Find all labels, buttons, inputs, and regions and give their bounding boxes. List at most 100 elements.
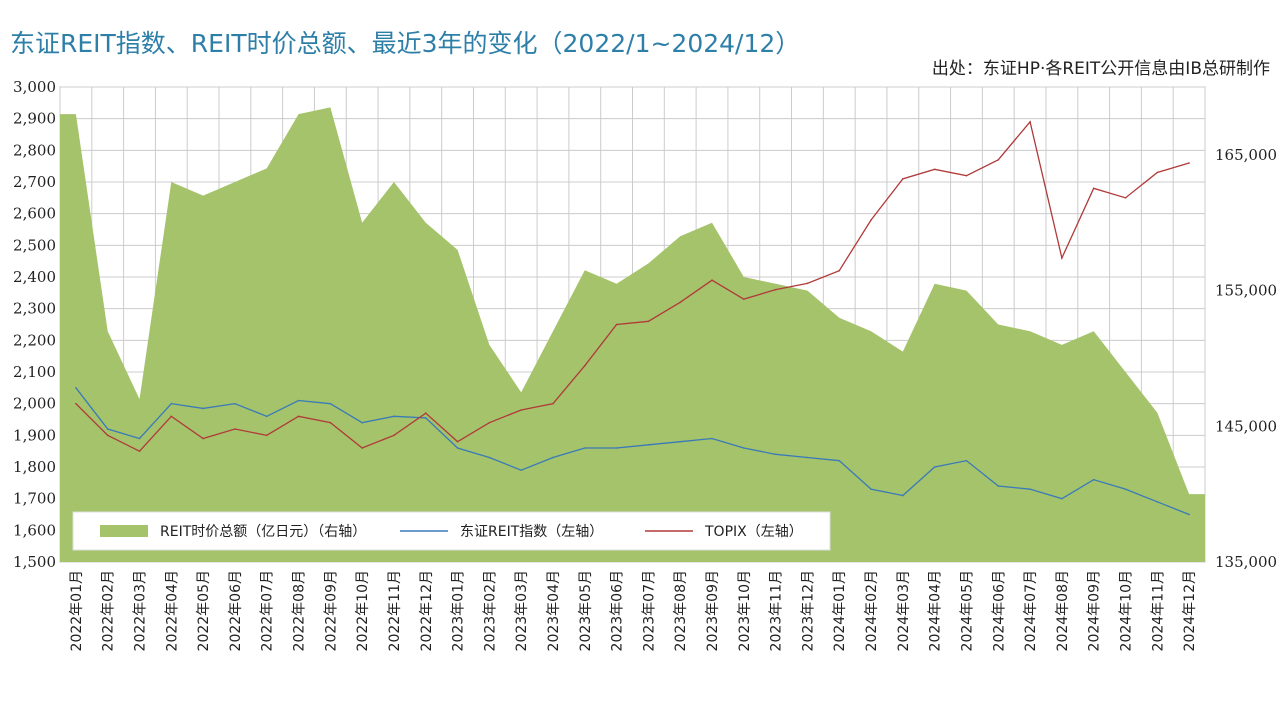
topix-line-point — [743, 298, 745, 300]
topix-line-point — [1061, 257, 1063, 259]
topix-line-point — [1156, 171, 1159, 174]
right-tick-label: 135,000 — [1215, 553, 1277, 571]
reit-index-line-point — [1092, 478, 1095, 481]
right-tick-label: 145,000 — [1215, 417, 1277, 435]
left-tick-label: 2,200 — [13, 331, 56, 349]
reit-index-line-point — [488, 456, 491, 459]
x-tick-label: 2023年05月 — [578, 570, 594, 651]
left-tick-label: 1,600 — [13, 521, 56, 539]
chart-title: 东证REIT指数、REIT时价总额、最近3年的变化（2022/1~2024/12… — [10, 29, 801, 58]
right-tick-label: 165,000 — [1215, 146, 1277, 164]
topix-line-point — [679, 301, 682, 304]
topix-line-point — [202, 437, 204, 440]
topix-line-point — [902, 178, 904, 180]
x-tick-label: 2023年06月 — [610, 570, 626, 651]
reit-index-line-point — [1124, 488, 1127, 490]
x-tick-label: 2023年12月 — [800, 570, 816, 651]
left-tick-label: 2,400 — [13, 268, 56, 286]
reit-index-line — [75, 387, 1190, 516]
reit-index-line-point — [138, 437, 141, 440]
reit-index-line-point — [711, 437, 713, 440]
topix-line-point — [361, 447, 363, 449]
x-tick-label: 2022年11月 — [387, 570, 403, 651]
legend-swatch-area — [100, 525, 148, 537]
left-tick-label: 1,900 — [13, 426, 56, 444]
left-axis-ticks: 1,500 1,600 1,700 1,800 1,900 2,000 2,100 2,200… — [13, 78, 56, 571]
reit-index-line-point — [75, 387, 77, 389]
topix-line-point — [234, 428, 236, 430]
topix-line-point — [711, 279, 713, 281]
legend: REIT时价总额（亿日元）（右轴） 东证REIT指数（左轴） TOPIX（左轴） — [72, 511, 831, 551]
x-tick-label: 2023年04月 — [546, 570, 562, 651]
reit-index-line-point — [202, 407, 204, 410]
topix-line-point — [520, 409, 522, 411]
left-tick-label: 2,300 — [13, 300, 56, 318]
x-tick-label: 2024年12月 — [1182, 570, 1198, 651]
x-tick-label: 2022年07月 — [260, 570, 276, 651]
x-tick-label: 2022年05月 — [196, 570, 212, 651]
topix-line-point — [583, 364, 586, 367]
x-tick-label: 2022年10月 — [355, 570, 371, 651]
topix-line-point — [265, 434, 268, 437]
reit-index-line-point — [679, 440, 682, 443]
reit-index-line-point — [870, 488, 872, 490]
topix-line-point — [329, 421, 332, 424]
left-tick-label: 2,600 — [13, 205, 56, 223]
reit-index-line-point — [1061, 497, 1063, 500]
market-cap-area-layer — [60, 107, 1205, 562]
topix-line-point — [838, 269, 841, 272]
topix-line-point — [1124, 197, 1127, 199]
reit-index-line-point — [933, 466, 936, 468]
x-tick-label: 2023年10月 — [737, 570, 753, 651]
topix-line-point — [75, 402, 77, 405]
reit-index-line-point — [329, 402, 332, 405]
x-tick-label: 2022年12月 — [419, 570, 435, 651]
reit-index-line-point — [774, 453, 777, 456]
x-tick-label: 2024年04月 — [928, 570, 944, 651]
x-tick-label: 2023年07月 — [641, 570, 657, 651]
reit-index-line-point — [234, 402, 236, 405]
legend-label: 东证REIT指数（左轴） — [460, 524, 603, 540]
right-tick-label: 155,000 — [1215, 282, 1277, 300]
reit-index-line-point — [647, 444, 650, 446]
x-tick-label: 2024年07月 — [1023, 570, 1039, 651]
legend-label: TOPIX（左轴） — [704, 524, 803, 540]
left-tick-label: 1,700 — [13, 490, 56, 508]
reit-index-line-point — [361, 421, 363, 424]
market-cap-area — [60, 107, 1205, 562]
x-tick-label: 2022年02月 — [101, 570, 117, 651]
topix-line-point — [552, 402, 554, 405]
reit-index-line-point — [615, 447, 618, 449]
x-tick-label: 2022年08月 — [292, 570, 308, 651]
topix-line-point — [424, 412, 427, 414]
legend-box — [72, 511, 831, 551]
x-tick-label: 2023年02月 — [482, 570, 498, 651]
reit-index-line-point — [965, 459, 968, 462]
index-lines-layer — [75, 120, 1190, 516]
reit-index-line-point — [552, 456, 554, 459]
topix-line — [75, 120, 1190, 452]
topix-line-point — [1188, 162, 1190, 164]
reit-index-line-point — [456, 447, 459, 449]
x-tick-label: 2024年09月 — [1087, 570, 1103, 651]
left-tick-label: 2,900 — [13, 110, 56, 128]
x-tick-label: 2024年08月 — [1055, 570, 1071, 651]
topix-line-point — [297, 415, 300, 418]
x-tick-label: 2022年09月 — [323, 570, 339, 651]
reit-index-line-point — [583, 447, 586, 449]
reit-index-line-point — [424, 417, 427, 419]
reit-index-line-point — [297, 399, 300, 402]
topix-line-point — [615, 323, 618, 326]
x-tick-label: 2024年10月 — [1118, 570, 1134, 651]
x-tick-label: 2022年04月 — [164, 570, 180, 651]
reit-index-line-point — [170, 402, 173, 405]
topix-line-point — [647, 320, 650, 323]
reit-index-line-point — [997, 485, 1000, 487]
x-tick-label: 2023年03月 — [514, 570, 530, 651]
x-tick-label: 2023年09月 — [705, 570, 721, 651]
x-tick-label: 2022年03月 — [133, 570, 149, 651]
reit-index-line-point — [806, 456, 809, 459]
left-tick-label: 2,100 — [13, 363, 56, 381]
reit-index-line-point — [902, 494, 904, 497]
